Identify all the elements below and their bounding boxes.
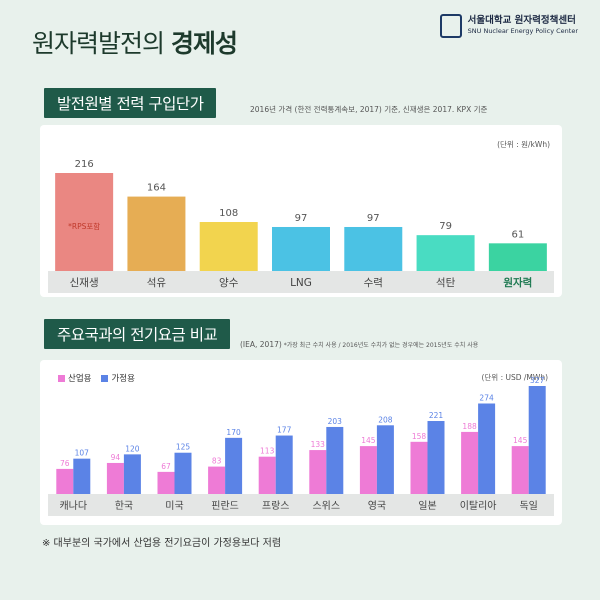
category-label: 미국 xyxy=(165,500,183,512)
data-label: 61 xyxy=(511,229,524,240)
category-label: 영국 xyxy=(368,500,386,512)
bar xyxy=(55,173,114,271)
data-label: 203 xyxy=(328,417,343,426)
category-label: 이탈리아 xyxy=(460,499,497,512)
bar xyxy=(344,226,403,271)
bar-household xyxy=(123,454,141,494)
data-label: 145 xyxy=(361,436,376,445)
category-label: 프랑스 xyxy=(262,500,290,512)
data-label: 208 xyxy=(378,415,393,424)
category-label: 수력 xyxy=(364,277,383,289)
electricity-rate-chart: 76 107 캐나다 94 120 한국 67 125 미국 83 170 핀란드 113 177 프랑스 1… xyxy=(48,376,554,516)
data-label: 79 xyxy=(439,221,452,232)
data-label: 188 xyxy=(462,422,477,431)
bar xyxy=(488,243,547,271)
data-label: 216 xyxy=(75,159,94,170)
bar-industrial xyxy=(309,450,327,494)
bar-industrial xyxy=(461,431,479,494)
category-label: 원자력 xyxy=(503,276,532,289)
purchase-price-chart-card: (단위 : 원/kWh) 216 신재생 164 석유 108 양수 97 LNG 97 수력 79… xyxy=(40,125,562,297)
data-label: 108 xyxy=(219,208,238,219)
logo-korean-text: 서울대학교 원자력정책센터 xyxy=(467,15,576,26)
bar xyxy=(127,196,186,271)
category-band xyxy=(48,494,554,516)
bar-household xyxy=(427,421,445,494)
data-label: 113 xyxy=(260,447,275,456)
bar-industrial xyxy=(56,468,74,494)
chart2-legend: 산업용 가정용 xyxy=(58,372,135,384)
data-label: 97 xyxy=(295,213,308,224)
bar xyxy=(272,226,330,271)
category-label: 일본 xyxy=(418,500,436,512)
section2-title: 주요국과의 전기요금 비교 xyxy=(44,319,231,349)
category-label: 스위스 xyxy=(312,499,340,512)
data-label: 67 xyxy=(161,462,171,471)
bar-industrial xyxy=(258,456,276,494)
data-label: 177 xyxy=(277,426,292,435)
bar-industrial xyxy=(410,441,428,494)
category-band xyxy=(48,271,554,293)
category-label: 핀란드 xyxy=(211,500,239,512)
bar xyxy=(199,222,258,271)
category-label: 독일 xyxy=(519,500,537,512)
bar-household xyxy=(225,437,243,494)
bar-industrial xyxy=(157,471,175,494)
data-label: 164 xyxy=(147,183,166,194)
data-label: 133 xyxy=(311,440,326,449)
data-label: 274 xyxy=(479,394,494,403)
category-label: 석탄 xyxy=(436,277,456,289)
bar-industrial xyxy=(106,462,124,494)
data-label: 158 xyxy=(412,432,427,441)
section1-note: 2016년 가격 (한전 전력통계속보, 2017) 기준, 신재생은 2017… xyxy=(250,105,488,114)
category-label: 한국 xyxy=(115,500,133,512)
data-label: 76 xyxy=(60,459,70,468)
footnote: ※ 대부분의 국가에서 산업용 전기요금이 가정용보다 저렴 xyxy=(42,538,282,549)
purchase-price-chart: 216 신재생 164 석유 108 양수 97 LNG 97 수력 79 석탄 61 원자력 *RPS포함 xyxy=(48,159,554,293)
data-label: 125 xyxy=(176,443,191,452)
logo-english-text: SNU Nuclear Energy Policy Center xyxy=(467,27,578,35)
data-label: 107 xyxy=(75,449,90,458)
page-title: 원자력발전의 경제성 xyxy=(32,29,238,58)
category-label: 신재생 xyxy=(70,277,99,289)
rps-annotation: *RPS포함 xyxy=(68,222,100,231)
category-label: 캐나다 xyxy=(59,500,87,512)
bar-industrial xyxy=(359,446,377,494)
bar-household xyxy=(376,425,394,494)
snu-logo: 서울대학교 원자력정책센터 SNU Nuclear Energy Policy … xyxy=(439,14,578,38)
section2-note: (IEA, 2017) *가장 최근 수치 사용 / 2016년도 수치가 없는… xyxy=(240,340,479,349)
bar-household xyxy=(73,458,91,494)
data-label: 221 xyxy=(429,411,444,420)
category-label: 석유 xyxy=(147,277,167,289)
section1-title: 발전원별 전력 구입단가 xyxy=(44,88,217,118)
data-label: 97 xyxy=(367,213,380,224)
data-label: 327 xyxy=(530,376,545,385)
legend-item-industrial: 산업용 xyxy=(58,372,91,384)
legend-item-household: 가정용 xyxy=(101,372,135,384)
bar-household xyxy=(326,426,344,494)
bar-industrial xyxy=(511,446,529,494)
bar-household xyxy=(174,452,192,494)
chart1-unit: (단위 : 원/kWh) xyxy=(497,140,550,149)
snu-emblem-icon xyxy=(439,14,462,38)
data-label: 145 xyxy=(513,436,528,445)
data-label: 120 xyxy=(125,444,140,453)
chart2-unit: (단위 : USD /MWh) xyxy=(481,373,548,382)
category-label: LNG xyxy=(290,277,312,289)
data-label: 94 xyxy=(111,453,121,462)
electricity-rate-chart-card: 산업용 가정용 (단위 : USD /MWh) 76 107 캐나다 94 120 한국 6… xyxy=(40,360,562,525)
data-label: 170 xyxy=(226,428,241,437)
bar-industrial xyxy=(208,466,226,494)
bar-household xyxy=(528,386,546,494)
bar xyxy=(416,235,475,271)
bar-household xyxy=(478,403,496,494)
data-label: 83 xyxy=(212,457,222,466)
category-label: 양수 xyxy=(219,277,239,289)
bar-household xyxy=(275,435,293,494)
